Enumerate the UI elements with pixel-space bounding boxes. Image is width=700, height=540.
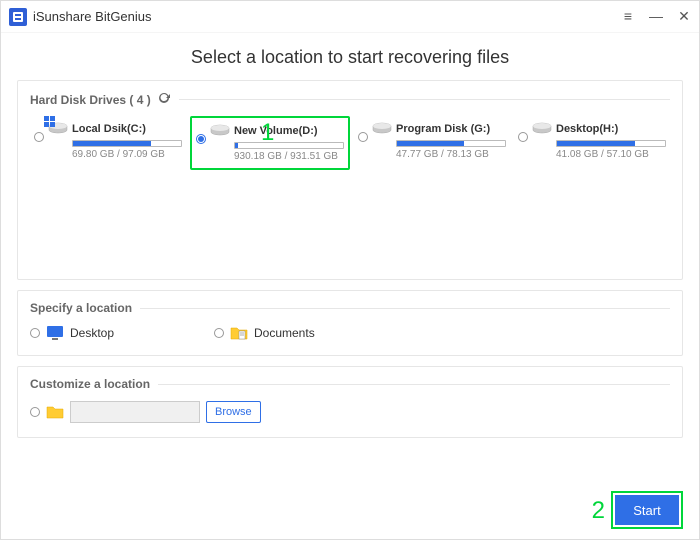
custom-path-radio[interactable] [30, 407, 40, 417]
start-highlight: Start [611, 491, 683, 529]
browse-button[interactable]: Browse [206, 401, 261, 423]
disk-icon [532, 122, 552, 136]
disk-icon [210, 124, 230, 138]
drive-usage-label: 47.77 GB / 78.13 GB [396, 149, 506, 160]
drive-option[interactable]: New Volume(D:) 930.18 GB / 931.51 GB [190, 116, 350, 170]
drive-usage-bar [72, 140, 182, 147]
drive-radio[interactable] [196, 134, 206, 144]
drive-radio[interactable] [34, 132, 44, 142]
app-logo-icon [9, 8, 27, 26]
hard-disk-panel: Hard Disk Drives ( 4 ) Local Dsik(C:) 69.… [17, 80, 683, 280]
app-window: iSunshare BitGenius ≡ — ✕ Select a locat… [0, 0, 700, 540]
drive-name: Program Disk (G:) [396, 123, 490, 135]
hard-disk-label: Hard Disk Drives ( 4 ) [30, 93, 151, 107]
monitor-icon [46, 325, 64, 341]
option-radio[interactable] [214, 328, 224, 338]
specify-label: Specify a location [30, 301, 132, 315]
drive-option[interactable]: Program Disk (G:) 47.77 GB / 78.13 GB [354, 116, 510, 170]
custom-path-input[interactable] [70, 401, 200, 423]
menu-icon[interactable]: ≡ [621, 8, 635, 25]
specify-option[interactable]: Desktop [30, 325, 190, 341]
customize-label: Customize a location [30, 377, 150, 391]
drive-usage-label: 41.08 GB / 57.10 GB [556, 149, 666, 160]
page-title: Select a location to start recovering fi… [17, 47, 683, 68]
refresh-icon[interactable] [157, 91, 171, 108]
folder-doc-icon [230, 325, 248, 341]
annotation-2: 2 [592, 497, 605, 525]
drive-option[interactable]: Desktop(H:) 41.08 GB / 57.10 GB [514, 116, 670, 170]
folder-icon [46, 404, 64, 420]
specify-option[interactable]: Documents [214, 325, 374, 341]
option-label: Desktop [70, 326, 114, 340]
option-label: Documents [254, 326, 315, 340]
drive-option[interactable]: Local Dsik(C:) 69.80 GB / 97.09 GB [30, 116, 186, 170]
titlebar: iSunshare BitGenius ≡ — ✕ [1, 1, 699, 33]
specify-panel: Specify a location Desktop Documents [17, 290, 683, 356]
content-area: Select a location to start recovering fi… [1, 33, 699, 539]
disk-icon [372, 122, 392, 136]
drive-name: Desktop(H:) [556, 123, 618, 135]
drive-usage-label: 930.18 GB / 931.51 GB [234, 151, 344, 162]
drive-name: New Volume(D:) [234, 125, 318, 137]
drive-usage-bar [396, 140, 506, 147]
drive-radio[interactable] [358, 132, 368, 142]
drive-name: Local Dsik(C:) [72, 123, 146, 135]
close-icon[interactable]: ✕ [677, 8, 691, 25]
drive-usage-label: 69.80 GB / 97.09 GB [72, 149, 182, 160]
customize-panel: Customize a location Browse [17, 366, 683, 438]
minimize-icon[interactable]: — [649, 8, 663, 25]
drive-usage-bar [234, 142, 344, 149]
app-title: iSunshare BitGenius [33, 9, 621, 24]
option-radio[interactable] [30, 328, 40, 338]
disk-icon [48, 122, 68, 136]
start-button[interactable]: Start [615, 495, 679, 525]
drive-usage-bar [556, 140, 666, 147]
drive-radio[interactable] [518, 132, 528, 142]
